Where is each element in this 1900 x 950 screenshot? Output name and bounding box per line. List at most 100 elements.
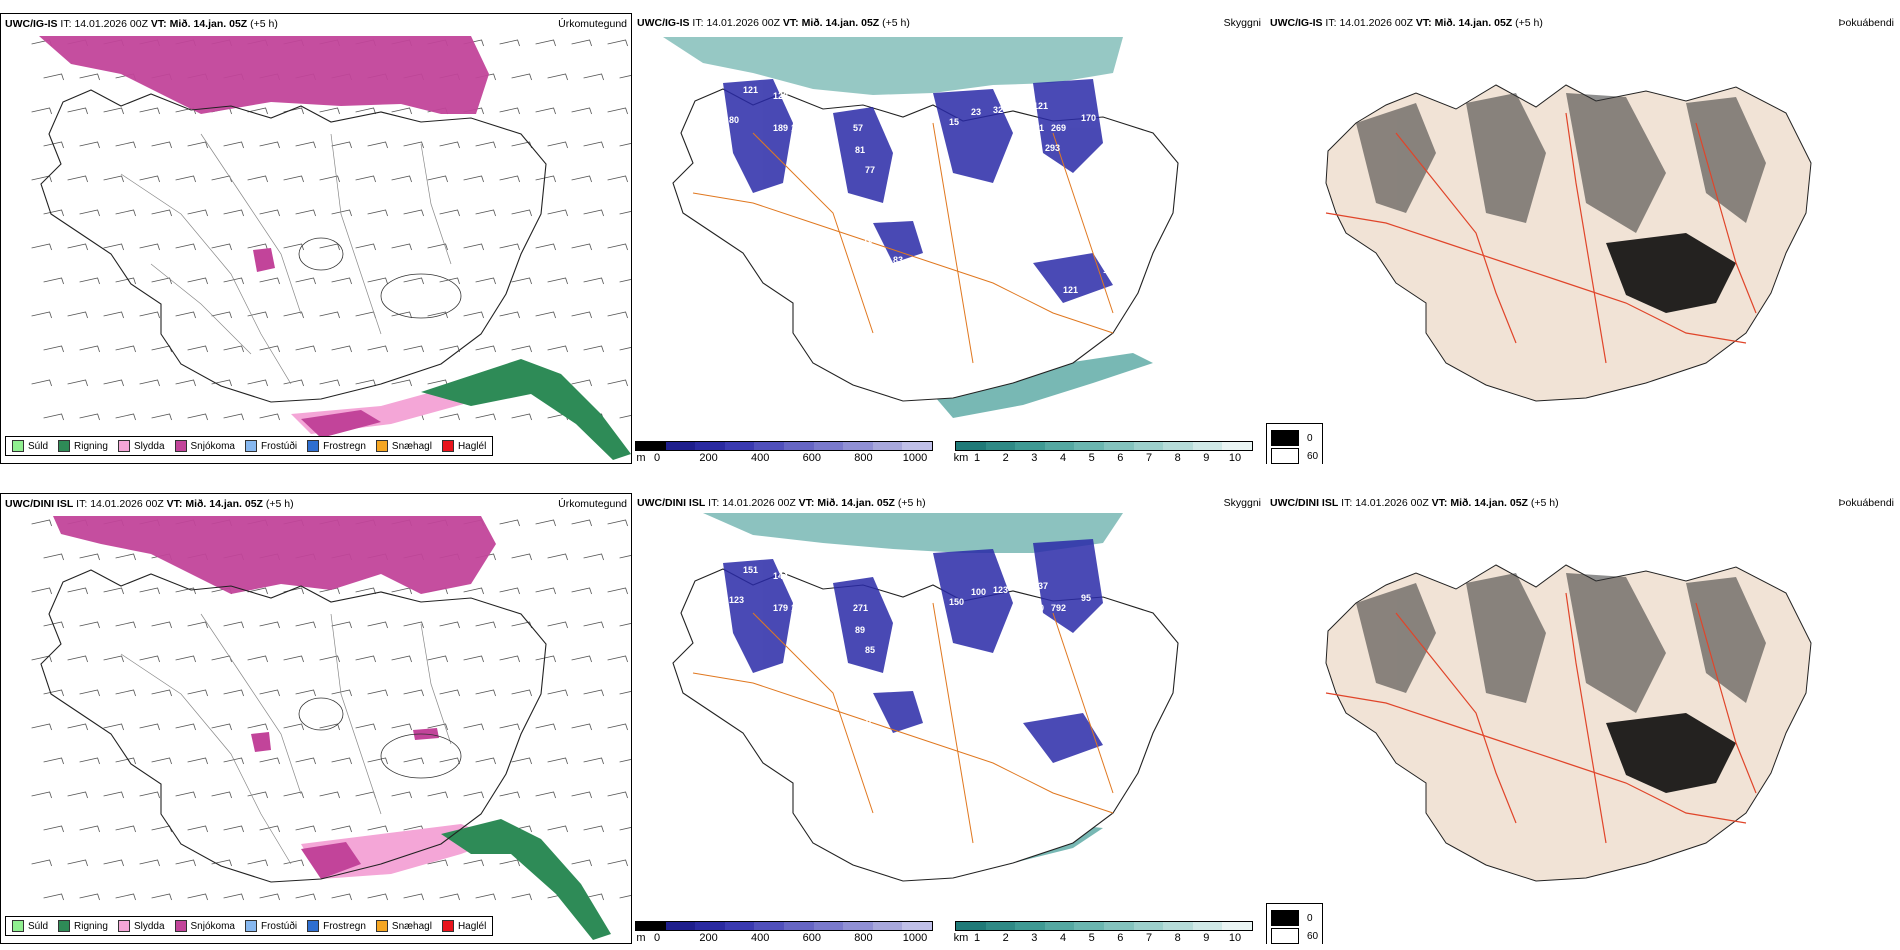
colorbar-tick: 3 <box>1031 452 1038 464</box>
visibility-value-label: 100 <box>863 235 878 245</box>
wind-barb <box>607 519 628 527</box>
visibility-colorbar: km 1 2 3 4 5 6 7 8 9 10 <box>954 921 1253 944</box>
wind-barb <box>31 723 52 731</box>
legend-item: Frostregn <box>307 920 366 932</box>
wind-barb <box>367 689 388 697</box>
wind-barb <box>31 859 52 867</box>
glacier-outline <box>298 697 344 731</box>
visibility-value-label: 179 <box>773 603 788 613</box>
wind-barb <box>331 621 352 629</box>
wind-barb <box>547 345 568 353</box>
fog-legend-swatch <box>1271 448 1299 464</box>
visibility-value-label: 144 <box>773 571 788 581</box>
wind-barb <box>427 723 448 731</box>
legend-label: Frostúði <box>260 440 298 452</box>
wind-barb <box>607 859 628 867</box>
wind-barb <box>283 791 304 799</box>
fog-shading <box>1356 93 1766 233</box>
glacier-outline <box>380 733 462 779</box>
wind-barb <box>223 689 244 697</box>
low-visibility-blobs <box>723 79 1113 303</box>
river-lines <box>120 133 452 385</box>
snow-area <box>39 36 489 114</box>
wind-barb <box>187 209 208 217</box>
wind-barb <box>367 621 388 629</box>
wind-barb <box>439 757 460 765</box>
colorbar-segment <box>1074 442 1104 450</box>
visibility-value-label: 89 <box>855 625 865 635</box>
colorbar-tick: 10 <box>1228 452 1242 464</box>
wind-barb <box>247 791 268 799</box>
snow-area <box>53 516 496 594</box>
wind-barb <box>31 791 52 799</box>
wind-barb <box>175 723 196 731</box>
road-lines <box>692 602 1114 844</box>
wind-barb <box>475 277 496 285</box>
iceland-coast <box>672 88 1179 402</box>
legend-swatch <box>58 440 71 452</box>
river-lines <box>120 613 452 865</box>
panel-title: Þokuábendi <box>1838 17 1894 29</box>
legend-item: Frostúði <box>244 440 298 452</box>
wind-barb <box>259 757 280 765</box>
wind-barb <box>103 859 124 867</box>
panel-header: UWC/IG-IS IT: 14.01.2026 00Z VT: Mið. 14… <box>637 17 910 29</box>
colorbar-segment <box>665 922 696 930</box>
wind-barb <box>223 141 244 149</box>
wind-barb <box>319 243 340 251</box>
wind-barb <box>115 621 136 629</box>
precip-panel-2: UWC/DINI ISL IT: 14.01.2026 00Z VT: Mið.… <box>0 493 632 944</box>
wind-barb <box>439 689 460 697</box>
visibility-colorbar-ticks: km 1 2 3 4 5 6 7 8 9 10 <box>954 931 1253 944</box>
colorbar-segment <box>1222 442 1252 450</box>
wind-barb <box>571 175 592 183</box>
wind-barb <box>79 825 100 833</box>
legend-swatch <box>244 920 257 932</box>
legend-label: Frostregn <box>323 920 366 932</box>
visibility-value-label: 123 <box>993 585 1008 595</box>
height-colorbar-strip <box>635 921 933 931</box>
colorbar-tick: 1 <box>973 452 981 464</box>
panel-header: UWC/DINI ISL IT: 14.01.2026 00Z VT: Mið.… <box>637 497 926 509</box>
fog-map <box>1325 84 1812 402</box>
visibility-value-label: 81 <box>855 145 865 155</box>
visibility-value-label: 277 <box>1063 765 1078 775</box>
wind-barb <box>403 141 424 149</box>
height-colorbar-ticks: m 0 200 400 600 800 1000 <box>635 931 933 944</box>
wind-barb <box>571 107 592 115</box>
visibility-value-label: 57 <box>853 123 863 133</box>
colorbar-segment <box>843 922 873 930</box>
wind-barb <box>499 859 520 867</box>
visibility-value-label: 121 <box>1063 285 1078 295</box>
wind-barb <box>103 791 124 799</box>
wind-barb <box>211 723 232 731</box>
colorbar-tick: 800 <box>854 452 873 464</box>
colorbar-tick: 9 <box>1203 932 1210 944</box>
fog-sea-north <box>663 37 1123 95</box>
wind-barb <box>151 689 172 697</box>
fog-shading <box>1356 573 1766 713</box>
wind-barb <box>331 825 352 833</box>
wind-barb <box>367 825 388 833</box>
colorbar-segment <box>1103 442 1134 450</box>
legend-label: Frostúði <box>260 920 298 932</box>
colorbar-segment <box>1015 922 1045 930</box>
wind-barb <box>43 757 64 765</box>
visibility-value-label: 137 <box>1033 581 1048 591</box>
wind-barb <box>151 621 172 629</box>
wind-barb <box>211 791 232 799</box>
wind-barb <box>331 757 352 765</box>
wind-barb <box>391 107 412 115</box>
visibility-value-label: 15 <box>949 117 959 127</box>
visibility-value-label: 23 <box>971 107 981 117</box>
wind-barb <box>427 175 448 183</box>
colorbar-tick: 0 <box>653 932 661 944</box>
wind-barb <box>115 757 136 765</box>
wind-barb <box>475 893 496 901</box>
wind-barb <box>403 757 424 765</box>
precip-map <box>31 516 631 940</box>
visibility-value-label: 95 <box>1081 593 1091 603</box>
wind-barb <box>295 825 316 833</box>
wind-barb <box>571 379 592 387</box>
wind-barb <box>43 209 64 217</box>
